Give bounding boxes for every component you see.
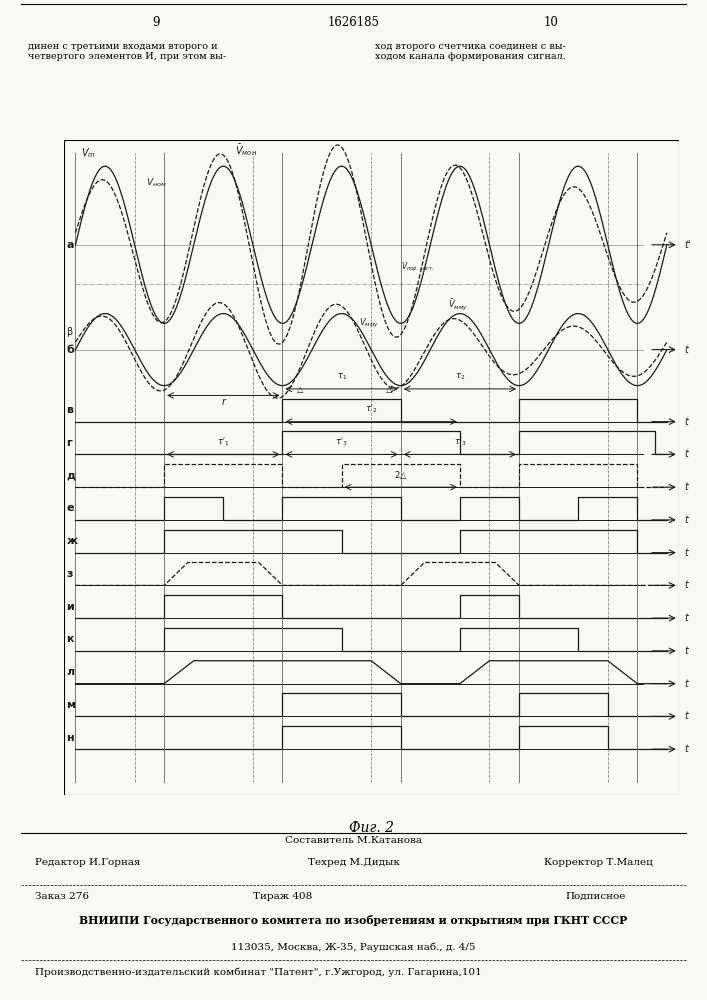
- Text: е: е: [66, 503, 74, 513]
- Text: д: д: [66, 471, 76, 481]
- Text: 1626185: 1626185: [327, 16, 380, 29]
- Text: $τ_2$: $τ_2$: [455, 372, 465, 382]
- Text: Техред М.Дидык: Техред М.Дидык: [308, 858, 399, 867]
- Text: Составитель М.Катанова: Составитель М.Катанова: [285, 836, 422, 845]
- Text: $V_{пор.сост.}$: $V_{пор.сост.}$: [401, 261, 434, 274]
- Text: к: к: [66, 634, 74, 644]
- Text: динен с третьими входами второго и
четвертого элементов И, при этом вы-: динен с третьими входами второго и четве…: [28, 42, 226, 61]
- Text: 113035, Москва, Ж-35, Раушская наб., д. 4/5: 113035, Москва, Ж-35, Раушская наб., д. …: [231, 942, 476, 952]
- Text: б: б: [66, 345, 74, 355]
- Text: 9: 9: [152, 16, 159, 29]
- Text: $τ'_3$: $τ'_3$: [335, 435, 348, 448]
- Text: t: t: [684, 679, 689, 689]
- Text: Фиг. 2: Фиг. 2: [349, 821, 394, 835]
- Text: г: г: [66, 438, 72, 448]
- Text: а: а: [66, 240, 74, 250]
- Text: н: н: [66, 733, 74, 743]
- Text: $V_{ном}$: $V_{ном}$: [146, 177, 167, 189]
- Text: з: з: [66, 569, 73, 579]
- Text: Подписное: Подписное: [566, 892, 626, 901]
- Text: $\bar{V}_{мон}$: $\bar{V}_{мон}$: [235, 142, 257, 158]
- Text: 10: 10: [544, 16, 559, 29]
- Text: t': t': [684, 240, 691, 250]
- Text: м: м: [66, 700, 76, 710]
- Text: Корректор Т.Малец: Корректор Т.Малец: [544, 858, 653, 867]
- Text: t: t: [684, 515, 689, 525]
- Text: Редактор И.Горная: Редактор И.Горная: [35, 858, 141, 867]
- Text: $2△$: $2△$: [394, 469, 408, 481]
- Text: ВНИИПИ Государственного комитета по изобретениям и открытиям при ГКНТ СССР: ВНИИПИ Государственного комитета по изоб…: [79, 915, 628, 926]
- Text: в: в: [66, 405, 74, 415]
- Text: $τ'_3$: $τ'_3$: [453, 435, 466, 448]
- Text: t: t: [684, 580, 689, 590]
- Text: r: r: [221, 397, 226, 407]
- Text: t: t: [684, 345, 689, 355]
- Text: t: t: [684, 646, 689, 656]
- Text: β: β: [66, 327, 73, 337]
- Text: t: t: [684, 548, 689, 558]
- Text: t: t: [684, 711, 689, 721]
- Text: $τ_1$: $τ_1$: [337, 372, 346, 382]
- Text: △: △: [297, 385, 303, 394]
- Text: Заказ 276: Заказ 276: [35, 892, 89, 901]
- Text: t: t: [684, 417, 689, 427]
- Text: t: t: [684, 613, 689, 623]
- Text: t: t: [684, 744, 689, 754]
- Text: Тираж 408: Тираж 408: [253, 892, 312, 901]
- Text: $τ'_1$: $τ'_1$: [217, 435, 230, 448]
- Text: и: и: [66, 602, 74, 612]
- Text: ход второго счетчика соединен с вы-
ходом канала формирования сигнал.: ход второго счетчика соединен с вы- ходо…: [375, 42, 566, 61]
- Text: ж: ж: [66, 536, 78, 546]
- Text: $V_{ммy}$: $V_{ммy}$: [359, 316, 380, 330]
- Text: t: t: [684, 482, 689, 492]
- Text: Производственно-издательский комбинат "Патент", г.Ужгород, ул. Гагарина,101: Производственно-издательский комбинат "П…: [35, 968, 482, 977]
- Text: $τ'_2$: $τ'_2$: [365, 403, 378, 415]
- Text: $V_m$: $V_m$: [81, 146, 96, 160]
- Text: △: △: [385, 385, 392, 394]
- Text: $\bar{V}_{ммy}$: $\bar{V}_{ммy}$: [448, 297, 468, 312]
- Text: t: t: [684, 449, 689, 459]
- Text: л: л: [66, 667, 75, 677]
